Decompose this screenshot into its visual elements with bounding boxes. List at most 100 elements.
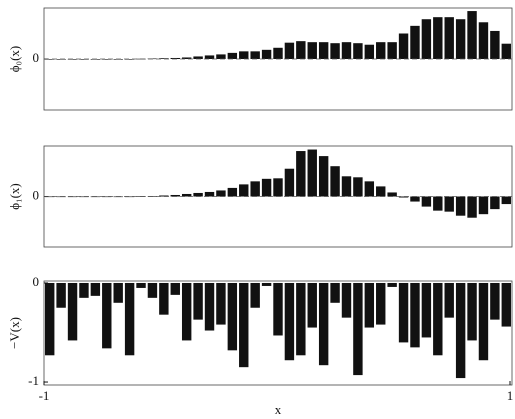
bar <box>124 59 135 60</box>
bar <box>307 282 317 328</box>
bar <box>444 196 454 212</box>
bar <box>501 282 511 327</box>
y-tick-label: 0 <box>33 274 40 289</box>
bar <box>90 282 101 296</box>
bar <box>296 282 306 356</box>
bar <box>364 282 375 328</box>
bar <box>501 196 511 205</box>
y-axis-label: ϕ₁(x) <box>7 183 22 210</box>
bar <box>273 282 283 336</box>
bar <box>296 151 306 197</box>
bar <box>216 54 226 59</box>
bar <box>353 43 363 59</box>
bar <box>227 282 238 351</box>
bar <box>398 282 409 343</box>
bar <box>261 178 272 197</box>
bar <box>341 176 352 197</box>
bar <box>181 57 192 59</box>
bar <box>433 282 443 356</box>
bar <box>216 282 226 325</box>
bar <box>147 282 158 298</box>
bar <box>45 282 55 356</box>
bar <box>45 196 55 198</box>
bar <box>341 42 352 59</box>
bar <box>284 168 295 197</box>
bar <box>307 42 317 59</box>
bar <box>79 59 89 60</box>
bar <box>159 58 169 59</box>
bar <box>79 196 89 198</box>
x-tick-label: -1 <box>39 388 50 403</box>
bar <box>181 282 192 341</box>
bar <box>421 19 432 59</box>
bar <box>421 282 432 338</box>
bar <box>193 192 203 197</box>
bar <box>67 282 78 341</box>
bar <box>102 282 112 349</box>
bar <box>273 178 283 197</box>
bar <box>284 282 295 361</box>
bar <box>124 196 135 198</box>
bar <box>170 57 180 59</box>
bar <box>216 190 226 197</box>
bar <box>159 282 169 315</box>
bar <box>45 59 55 60</box>
y-tick-label: 0 <box>33 50 40 65</box>
bar <box>273 47 283 59</box>
bar <box>170 194 180 197</box>
bar <box>364 44 375 59</box>
bar <box>227 52 238 59</box>
bar <box>467 282 477 341</box>
bar <box>56 282 66 308</box>
bar <box>455 282 466 379</box>
x-axis-label: x <box>275 402 282 417</box>
bar <box>284 42 295 59</box>
bar <box>410 282 420 348</box>
bar <box>204 282 215 331</box>
bar <box>296 41 306 59</box>
bar <box>478 196 489 215</box>
bar <box>467 196 477 218</box>
bar <box>250 51 260 59</box>
bar <box>102 196 112 198</box>
bar <box>410 196 420 202</box>
bar <box>478 282 489 361</box>
bar <box>490 196 500 210</box>
panel-frame <box>43 280 513 386</box>
bar <box>102 59 112 60</box>
bar <box>181 193 192 197</box>
bar <box>250 181 260 197</box>
bar <box>410 25 420 60</box>
bar <box>433 196 443 211</box>
bar <box>124 282 135 356</box>
bar <box>467 11 477 59</box>
bar <box>318 156 329 197</box>
bar <box>330 282 340 303</box>
bar <box>353 177 363 197</box>
bar <box>318 282 329 366</box>
bar <box>341 282 352 318</box>
y-axis-label: ϕ₀(x) <box>7 46 22 73</box>
bar <box>239 51 249 59</box>
bar <box>170 282 180 295</box>
bar <box>455 196 466 216</box>
bar <box>364 181 375 197</box>
bar <box>353 282 363 376</box>
y-tick-label: 0 <box>33 187 40 202</box>
bar <box>444 282 454 318</box>
bar <box>478 22 489 60</box>
bar <box>113 282 123 303</box>
bar <box>490 30 500 59</box>
bar <box>330 43 340 59</box>
bar <box>239 282 249 368</box>
bar <box>455 19 466 59</box>
bar <box>387 192 397 197</box>
bar <box>398 196 409 198</box>
bar <box>204 191 215 197</box>
bar <box>204 55 215 59</box>
bar <box>193 56 203 59</box>
bar <box>261 282 272 286</box>
bar <box>376 186 386 197</box>
bar <box>159 195 169 197</box>
